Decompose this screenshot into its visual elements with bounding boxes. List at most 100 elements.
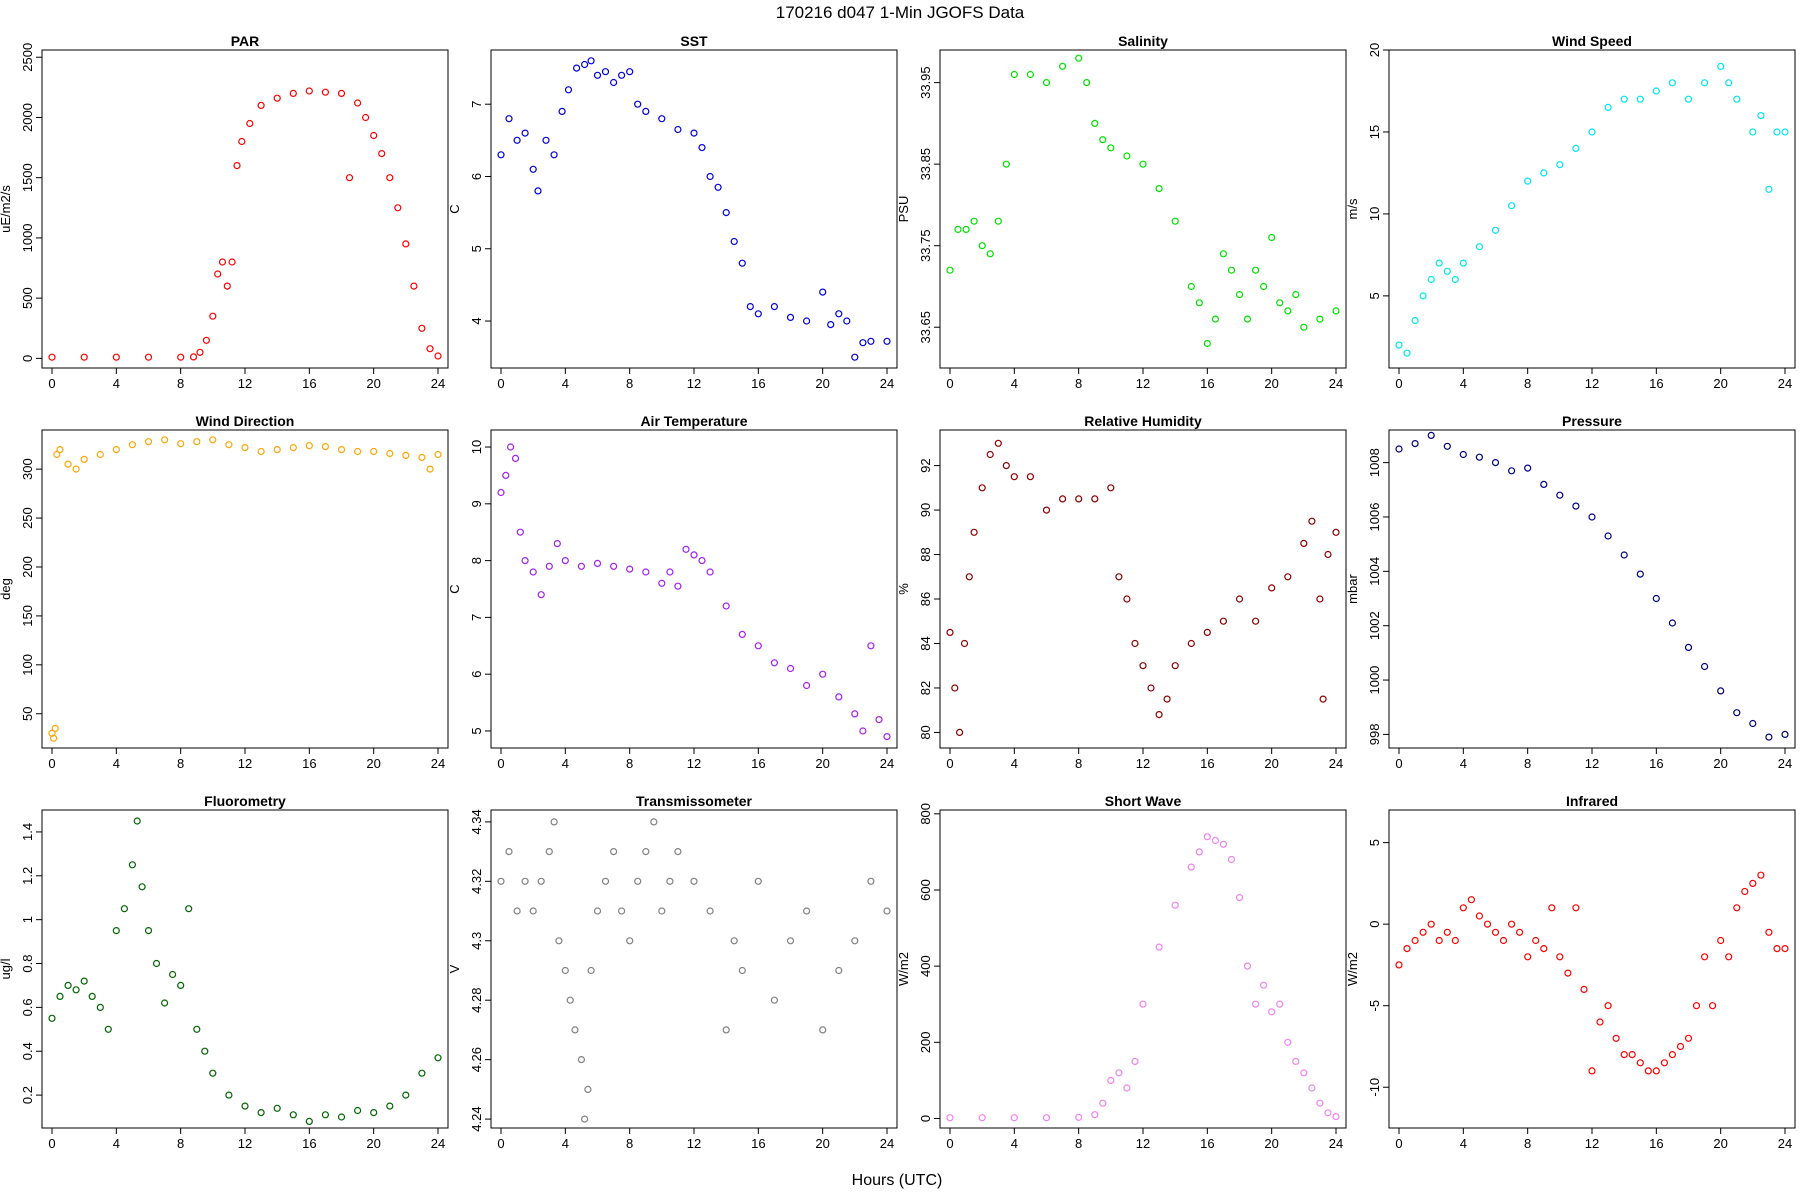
x-tick-label: 24 xyxy=(431,1136,445,1151)
data-point xyxy=(521,129,529,137)
data-point xyxy=(1644,1067,1652,1075)
data-point xyxy=(1324,550,1332,559)
data-point xyxy=(497,151,505,159)
data-point xyxy=(1757,871,1765,879)
y-tick-label: 20 xyxy=(1367,43,1382,57)
y-tick-label: 84 xyxy=(918,636,933,650)
data-point xyxy=(674,125,682,134)
data-point xyxy=(1725,953,1733,961)
data-point xyxy=(48,353,56,361)
data-point xyxy=(802,907,811,915)
data-point xyxy=(1524,464,1532,472)
y-tick-label: 1000 xyxy=(20,223,35,252)
y-tick-label: 998 xyxy=(1367,724,1382,746)
data-point xyxy=(177,981,185,990)
data-points xyxy=(1395,62,1789,357)
data-point xyxy=(566,996,574,1004)
data-point xyxy=(529,165,537,173)
data-point xyxy=(960,639,969,648)
x-axis: 0 4 8 12 16 20 24 xyxy=(946,1128,1343,1151)
panel-fluorometry: Fluorometry 0 4 8 12 16 20 24 0.2 0.4 0.6 0.8 1 1.2 1.… xyxy=(0,793,449,1151)
data-point xyxy=(225,441,233,449)
data-point xyxy=(402,1091,410,1099)
data-point xyxy=(564,86,573,94)
data-point xyxy=(378,150,386,158)
data-point xyxy=(1058,62,1067,70)
y-tick-label: 2500 xyxy=(20,43,35,72)
data-point xyxy=(1042,506,1051,514)
x-tick-label: 0 xyxy=(1395,1136,1402,1151)
x-axis: 0 4 8 12 16 20 24 xyxy=(946,748,1343,771)
y-tick-label: 50 xyxy=(20,707,35,721)
y-axis: 0 500 1000 1500 2000 2500 xyxy=(20,43,42,362)
data-point xyxy=(730,237,738,246)
data-point xyxy=(193,438,201,446)
y-tick-label: 4 xyxy=(469,317,484,324)
data-point xyxy=(545,562,553,570)
data-point xyxy=(690,129,698,137)
data-point xyxy=(542,136,550,144)
data-point xyxy=(497,877,505,885)
x-tick-label: 20 xyxy=(815,756,829,771)
data-point xyxy=(370,447,378,456)
x-tick-label: 20 xyxy=(1264,756,1278,771)
data-point xyxy=(690,551,698,559)
data-point xyxy=(1251,266,1260,274)
data-point xyxy=(394,204,402,212)
data-point xyxy=(273,446,281,454)
data-point xyxy=(257,101,265,110)
panel-title: Short Wave xyxy=(1105,793,1182,809)
data-point xyxy=(96,1003,104,1012)
data-point xyxy=(819,670,827,678)
data-point xyxy=(730,937,738,945)
x-tick-label: 24 xyxy=(431,376,445,391)
data-point xyxy=(1316,1099,1324,1107)
data-point xyxy=(1395,961,1403,969)
x-tick-label: 12 xyxy=(687,1136,701,1151)
data-point xyxy=(434,1054,442,1062)
data-point xyxy=(786,937,795,945)
data-point xyxy=(1588,1067,1596,1075)
data-point xyxy=(962,225,970,233)
y-tick-label: 1500 xyxy=(20,163,35,192)
data-point xyxy=(144,926,153,935)
y-tick-label: 88 xyxy=(918,547,933,561)
data-point xyxy=(241,1102,249,1110)
data-point xyxy=(1227,855,1236,864)
panel-relative-humidity: Relative Humidity 0 4 8 12 16 20 24 80 82 84 86 88 90… xyxy=(896,413,1347,771)
data-points xyxy=(48,436,442,742)
data-point xyxy=(1700,662,1709,671)
y-tick-label: 1004 xyxy=(1367,557,1382,586)
x-tick-label: 0 xyxy=(48,1136,55,1151)
data-point xyxy=(545,847,553,856)
x-tick-label: 0 xyxy=(497,756,504,771)
y-axis-label: W/m2 xyxy=(1345,952,1360,986)
data-point xyxy=(851,353,859,361)
data-point xyxy=(1700,79,1709,87)
data-point xyxy=(1316,595,1324,603)
panel-title: Salinity xyxy=(1118,33,1168,49)
data-point xyxy=(1652,87,1660,95)
data-point xyxy=(1725,79,1733,87)
data-point xyxy=(112,926,120,935)
y-axis-label: C xyxy=(447,204,462,213)
data-point xyxy=(1604,103,1612,112)
data-point xyxy=(954,225,962,233)
data-point xyxy=(337,446,346,454)
data-point xyxy=(64,460,72,468)
data-point xyxy=(1596,1018,1604,1026)
data-point xyxy=(1741,887,1749,896)
plot-frame xyxy=(939,809,1347,1129)
data-point xyxy=(426,465,434,473)
data-point xyxy=(1652,1067,1660,1075)
data-point xyxy=(104,1025,112,1033)
data-point xyxy=(1268,1008,1276,1016)
data-point xyxy=(1749,879,1757,888)
data-point xyxy=(626,68,634,76)
y-tick-label: -5 xyxy=(1367,1000,1382,1012)
data-point xyxy=(1276,1000,1284,1008)
data-point xyxy=(1717,936,1725,945)
data-point xyxy=(770,303,779,311)
y-axis: 4 5 6 7 xyxy=(469,101,491,325)
data-point xyxy=(138,883,146,891)
